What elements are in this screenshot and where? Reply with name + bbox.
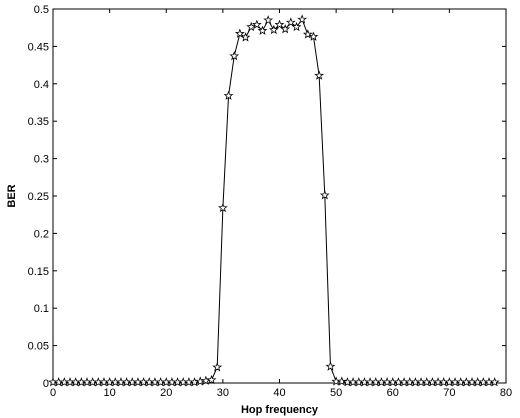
- y-tick-label: 0.15: [28, 266, 49, 278]
- data-point: [297, 14, 308, 24]
- x-tick-label: 10: [104, 387, 116, 399]
- y-tick-label: 0.1: [34, 303, 49, 315]
- x-tick-label: 70: [443, 387, 455, 399]
- x-tick-label: 0: [50, 387, 56, 399]
- data-point: [212, 362, 223, 372]
- x-tick-label: 40: [273, 387, 285, 399]
- y-tick-label: 0.3: [34, 154, 49, 166]
- x-axis-label: Hop frequency: [241, 404, 319, 416]
- data-point: [251, 19, 262, 29]
- data-point: [314, 70, 325, 80]
- ber-series-markers: [48, 14, 500, 387]
- y-tick-label: 0: [43, 378, 49, 390]
- y-tick-label: 0.25: [28, 191, 49, 203]
- x-tick-label: 80: [500, 387, 512, 399]
- data-point: [280, 24, 291, 34]
- data-point: [263, 15, 274, 25]
- y-tick-label: 0.05: [28, 341, 49, 353]
- y-tick-label: 0.45: [28, 41, 49, 53]
- data-point: [308, 31, 319, 41]
- data-point: [223, 90, 234, 100]
- plot-frame: [52, 8, 507, 384]
- data-point: [302, 29, 313, 39]
- y-tick-label: 0.4: [34, 79, 49, 91]
- data-point: [274, 19, 285, 29]
- data-point: [291, 21, 302, 32]
- y-tick-label: 0.2: [34, 228, 49, 240]
- data-point: [319, 190, 330, 200]
- y-tick-label: 0.5: [34, 4, 49, 16]
- data-point: [336, 376, 347, 386]
- x-tick-label: 50: [330, 387, 342, 399]
- data-point: [257, 25, 268, 35]
- x-tick-label: 20: [160, 387, 172, 399]
- data-point: [246, 21, 257, 32]
- data-point: [285, 17, 296, 27]
- data-point: [240, 32, 251, 42]
- y-tick-label: 0.35: [28, 116, 49, 128]
- data-point: [489, 377, 500, 387]
- data-point: [229, 50, 240, 61]
- data-point: [234, 28, 245, 38]
- data-point: [217, 202, 228, 213]
- data-point: [206, 374, 217, 385]
- y-axis-ticks: 0 0.05 0.1 0.15 0.2 0.25 0.3 0.35 0.4 0.45 0.5: [28, 4, 506, 390]
- data-point: [325, 361, 336, 371]
- x-tick-label: 60: [387, 387, 399, 399]
- x-axis-ticks: 0 10 20 30 40 50 60 70 80: [50, 9, 512, 399]
- x-tick-label: 30: [217, 387, 229, 399]
- y-axis-label: BER: [6, 184, 18, 207]
